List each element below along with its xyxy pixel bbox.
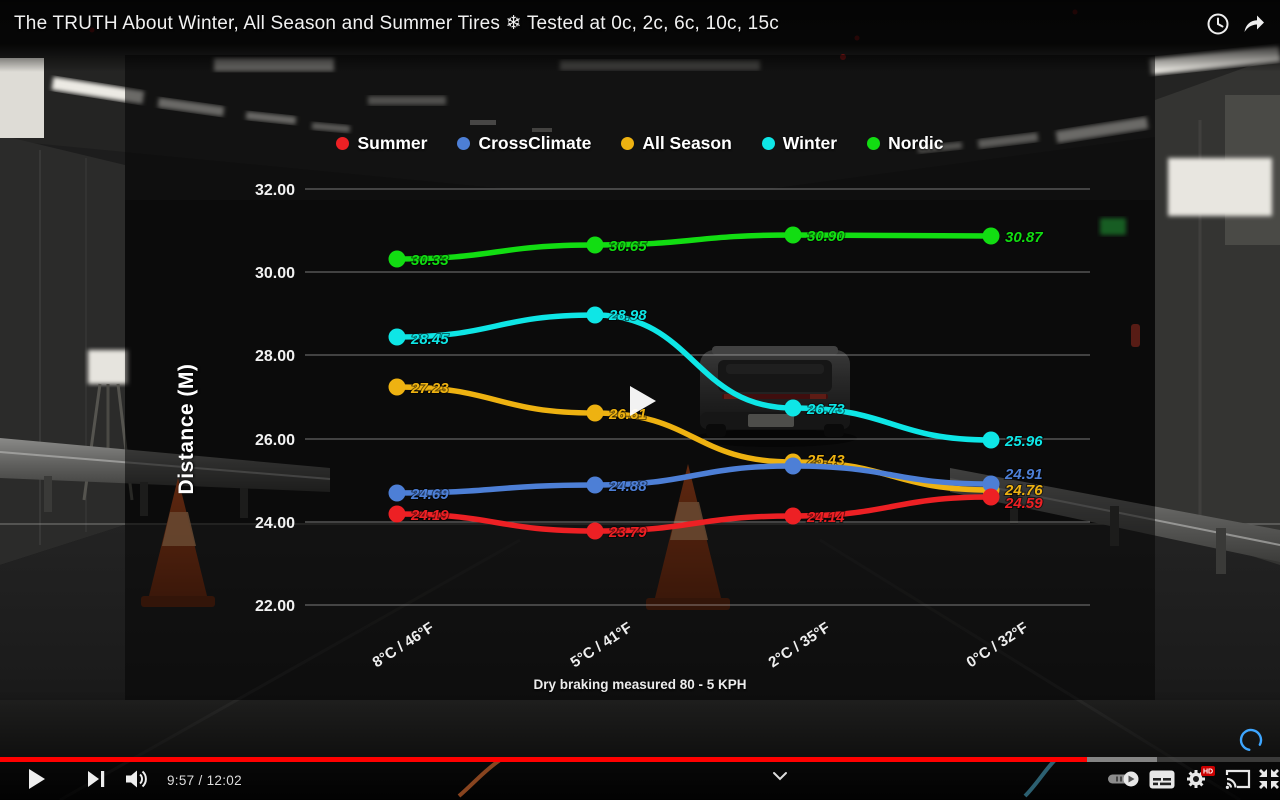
progress-played (0, 757, 1087, 762)
spinner-icon (1239, 728, 1263, 752)
legend-item-winter: Winter (761, 133, 838, 154)
svg-text:27.23: 27.23 (410, 380, 449, 397)
svg-text:2°C / 35°F: 2°C / 35°F (766, 619, 834, 671)
y-axis-ticks: 32.00 30.00 28.00 26.00 24.00 22.00 (255, 182, 295, 615)
play-button[interactable] (24, 766, 50, 792)
legend-label-nordic: Nordic (888, 133, 944, 153)
crossclimate-dot-icon (457, 137, 471, 150)
legend-item-allseason: All Season (621, 133, 732, 154)
series-nordic: 30.33 30.65 30.90 30.87 (388, 226, 1044, 270)
play-icon (29, 769, 45, 789)
series-crossclimate: 24.69 24.88 24.91 (388, 457, 1044, 504)
svg-text:32.00: 32.00 (255, 182, 295, 199)
background-artifact-blue (1023, 758, 1057, 798)
svg-text:30.90: 30.90 (807, 228, 845, 245)
video-title[interactable]: The TRUTH About Winter, All Season and S… (14, 13, 779, 34)
legend-label-crossclimate: CrossClimate (478, 133, 592, 153)
subtitles-button[interactable] (1146, 766, 1178, 792)
bottom-gradient (0, 690, 1280, 800)
share-arrow-icon (1244, 15, 1264, 32)
nordic-dot-icon (867, 137, 881, 150)
time-display: 9:57 / 12:02 (167, 773, 242, 788)
svg-text:22.00: 22.00 (255, 598, 295, 615)
background-artifact-orange (457, 758, 502, 798)
gear-icon: HD (1187, 766, 1215, 788)
chart-overlay: Summer CrossClimate All Season Winter No… (125, 55, 1155, 700)
fullscreen-icon (1259, 769, 1279, 789)
svg-text:0°C / 32°F: 0°C / 32°F (964, 619, 1032, 671)
winter-dot-icon (761, 137, 775, 150)
top-gradient (0, 0, 1280, 72)
svg-text:5°C / 41°F: 5°C / 41°F (568, 619, 636, 671)
legend-label-allseason: All Season (642, 133, 732, 153)
clock-icon (1207, 13, 1229, 35)
svg-text:23.79: 23.79 (608, 524, 647, 541)
chart-legend: Summer CrossClimate All Season Winter No… (125, 133, 1155, 154)
svg-text:30.65: 30.65 (609, 238, 647, 255)
progress-bar[interactable] (0, 757, 1280, 762)
svg-text:25.96: 25.96 (1004, 433, 1043, 450)
svg-text:24.91: 24.91 (1004, 466, 1043, 483)
svg-text:24.14: 24.14 (806, 509, 845, 526)
svg-text:24.00: 24.00 (255, 515, 295, 532)
legend-item-summer: Summer (336, 133, 427, 154)
next-icon (88, 771, 105, 787)
svg-text:28.00: 28.00 (255, 348, 295, 365)
chart-caption: Dry braking measured 80 - 5 KPH (533, 677, 747, 692)
settings-button[interactable]: HD (1184, 766, 1216, 792)
svg-text:30.33: 30.33 (411, 252, 449, 269)
svg-text:24.59: 24.59 (1004, 495, 1043, 512)
series-winter: 28.45 28.98 26.73 25.96 (388, 306, 1044, 451)
svg-text:26.73: 26.73 (806, 401, 845, 418)
watch-later-button[interactable] (1203, 9, 1233, 39)
autoplay-toggle[interactable] (1104, 768, 1142, 790)
svg-text:24.76: 24.76 (1004, 482, 1043, 499)
svg-text:26.00: 26.00 (255, 432, 295, 449)
svg-text:24.88: 24.88 (608, 478, 647, 495)
line-chart: 32.00 30.00 28.00 26.00 24.00 22.00 8°C … (255, 182, 1090, 671)
cast-button[interactable] (1222, 766, 1254, 792)
x-axis-ticks: 8°C / 46°F 5°C / 41°F 2°C / 35°F 0°C / 3… (370, 619, 1032, 671)
subtitles-icon (1149, 770, 1175, 788)
legend-item-nordic: Nordic (867, 133, 944, 154)
series-summer: 24.19 23.79 24.14 24.59 (388, 488, 1044, 542)
details-chevron-button[interactable] (766, 764, 794, 788)
next-button[interactable] (84, 766, 110, 792)
svg-text:28.98: 28.98 (608, 307, 647, 324)
svg-text:8°C / 46°F: 8°C / 46°F (370, 619, 438, 671)
legend-label-winter: Winter (782, 133, 838, 153)
cast-icon (1225, 769, 1251, 789)
svg-text:24.69: 24.69 (410, 486, 449, 503)
volume-icon (126, 770, 147, 788)
allseason-dot-icon (621, 137, 635, 150)
svg-text:30.87: 30.87 (1005, 229, 1043, 246)
legend-label-summer: Summer (357, 133, 428, 153)
svg-text:28.45: 28.45 (410, 331, 449, 348)
volume-button[interactable] (124, 766, 152, 792)
summer-dot-icon (336, 137, 350, 150)
svg-text:24.19: 24.19 (410, 507, 449, 524)
legend-item-crossclimate: CrossClimate (457, 133, 591, 154)
autoplay-toggle-icon (1108, 771, 1139, 787)
fullscreen-button[interactable] (1256, 766, 1280, 792)
hd-quality-badge: HD (1203, 769, 1213, 776)
svg-text:30.00: 30.00 (255, 265, 295, 282)
share-button[interactable] (1239, 9, 1269, 39)
play-indicator-icon[interactable] (628, 385, 658, 417)
chevron-down-icon (773, 772, 787, 781)
